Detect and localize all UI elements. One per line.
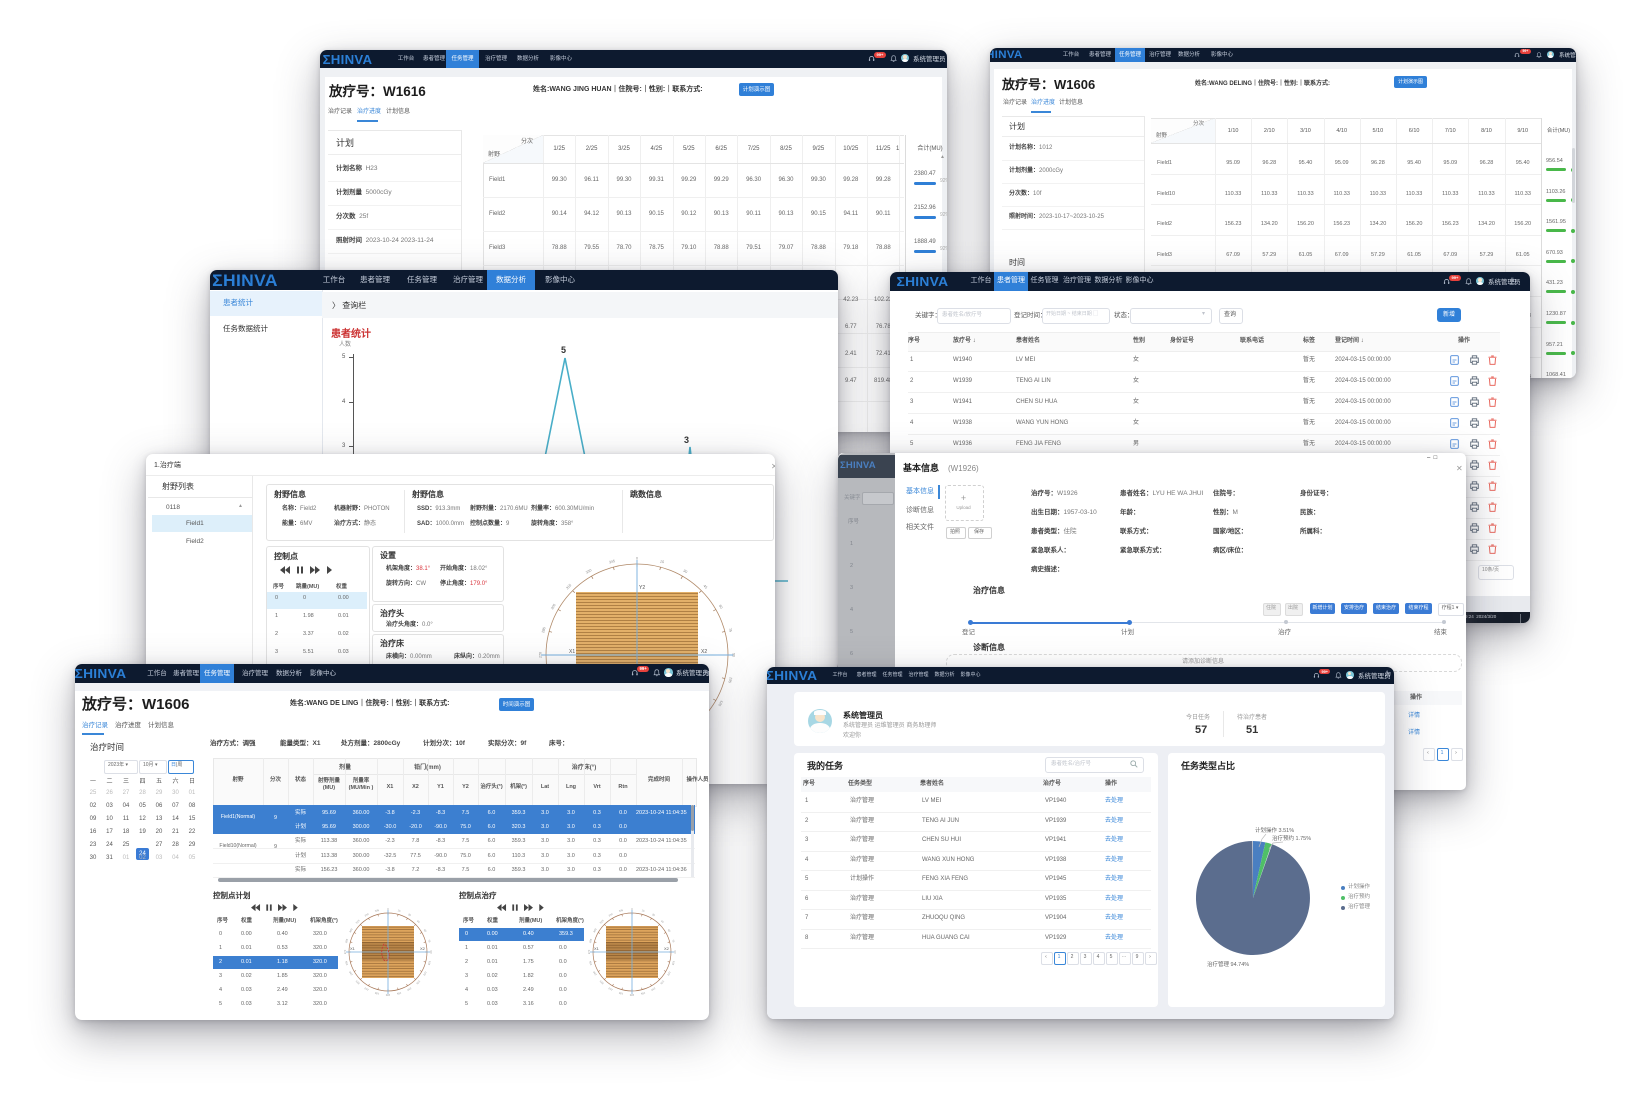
svg-text:60: 60 (667, 928, 672, 933)
svg-text:90: 90 (732, 653, 736, 657)
svg-text:30: 30 (683, 569, 688, 574)
svg-text:270: 270 (587, 949, 591, 954)
svg-text:120: 120 (717, 700, 723, 707)
svg-text:270: 270 (539, 652, 543, 658)
svg-text:150: 150 (650, 986, 656, 992)
svg-text:60: 60 (718, 604, 723, 609)
svg-text:210: 210 (363, 986, 369, 992)
svg-text:180: 180 (629, 993, 634, 997)
svg-text:255: 255 (588, 960, 593, 966)
svg-text:15: 15 (641, 908, 645, 913)
svg-text:240: 240 (592, 970, 598, 976)
svg-text:X2: X2 (701, 649, 707, 655)
svg-text:45: 45 (702, 584, 708, 590)
svg-text:105: 105 (427, 960, 432, 966)
svg-text:330: 330 (608, 912, 614, 918)
svg-text:105: 105 (671, 960, 676, 966)
svg-text:345: 345 (618, 908, 624, 913)
svg-text:60: 60 (423, 928, 428, 933)
svg-text:270: 270 (343, 949, 347, 954)
svg-text:330: 330 (585, 568, 592, 574)
svg-text:45: 45 (416, 919, 421, 924)
svg-text:30: 30 (651, 912, 656, 917)
svg-text:135: 135 (415, 979, 421, 985)
svg-text:75: 75 (427, 939, 432, 943)
svg-text:X1: X1 (569, 649, 575, 655)
svg-text:0: 0 (387, 907, 389, 911)
svg-text:285: 285 (541, 627, 546, 634)
svg-text:0: 0 (631, 907, 633, 911)
svg-text:Y2: Y2 (639, 585, 645, 591)
svg-text:120: 120 (422, 971, 428, 977)
svg-text:225: 225 (598, 979, 604, 985)
svg-text:195: 195 (374, 991, 380, 996)
svg-text:15: 15 (397, 908, 401, 913)
svg-text:165: 165 (396, 991, 402, 996)
svg-text:195: 195 (618, 991, 624, 996)
svg-text:285: 285 (588, 938, 593, 944)
svg-text:75: 75 (671, 939, 676, 943)
svg-text:120: 120 (666, 971, 672, 977)
svg-text:90: 90 (673, 951, 677, 954)
svg-text:X1: X1 (594, 946, 600, 951)
svg-text:135: 135 (659, 979, 665, 985)
svg-text:X2: X2 (664, 946, 670, 951)
svg-text:300: 300 (550, 603, 556, 610)
svg-text:90: 90 (429, 951, 433, 954)
svg-text:210: 210 (607, 986, 613, 992)
svg-text:285: 285 (344, 938, 349, 944)
svg-text:X1: X1 (350, 946, 356, 951)
svg-text:330: 330 (364, 912, 370, 918)
svg-text:255: 255 (344, 960, 349, 966)
svg-text:300: 300 (592, 927, 598, 933)
svg-text:315: 315 (599, 918, 605, 924)
svg-text:180: 180 (385, 993, 390, 997)
svg-text:30: 30 (407, 912, 412, 917)
svg-text:345: 345 (609, 559, 616, 564)
svg-text:150: 150 (406, 986, 412, 992)
svg-text:315: 315 (565, 583, 572, 590)
svg-text:0: 0 (636, 557, 638, 561)
svg-text:345: 345 (374, 908, 380, 913)
svg-text:225: 225 (354, 979, 360, 985)
svg-text:105: 105 (728, 677, 733, 684)
svg-text:45: 45 (660, 919, 665, 924)
svg-text:15: 15 (660, 559, 665, 564)
svg-text:240: 240 (348, 970, 354, 976)
svg-text:315: 315 (355, 918, 361, 924)
svg-text:75: 75 (728, 628, 733, 633)
svg-text:165: 165 (640, 991, 646, 996)
svg-text:X2: X2 (420, 946, 426, 951)
svg-text:300: 300 (348, 927, 354, 933)
